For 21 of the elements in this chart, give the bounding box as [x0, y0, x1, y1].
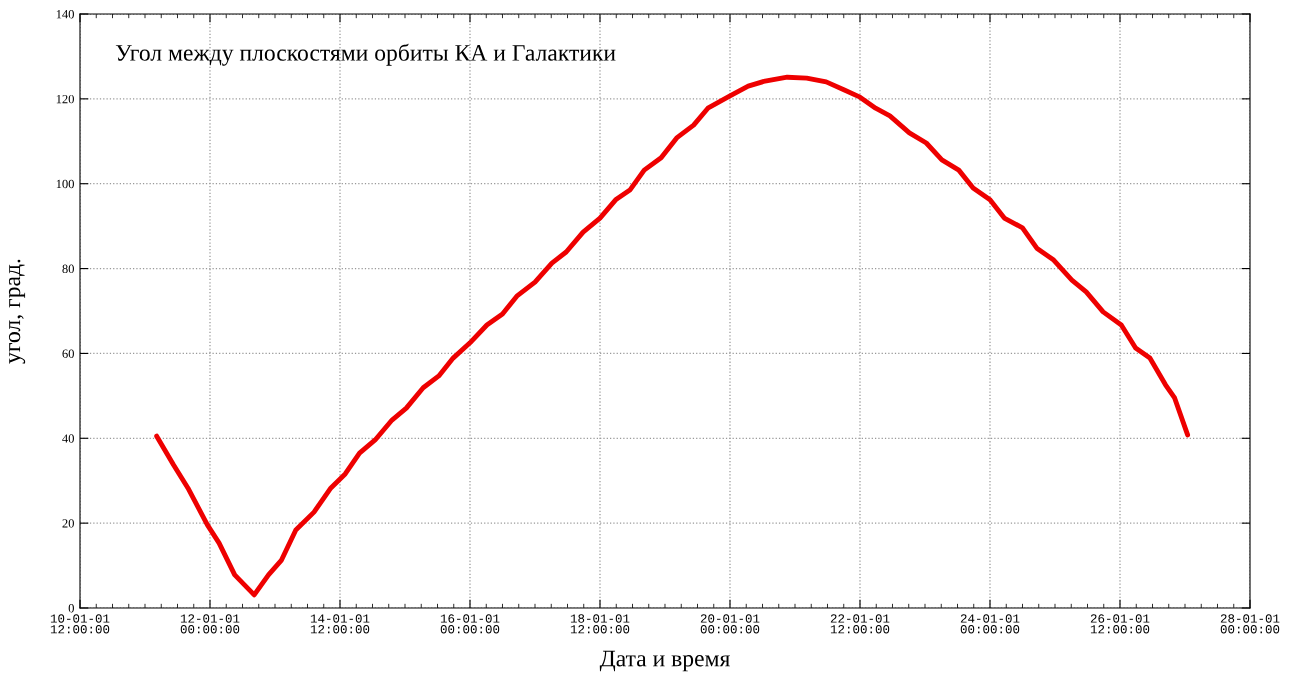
y-tick-label: 140: [56, 10, 74, 19]
y-tick-label: 60: [62, 349, 74, 358]
x-axis-title: Дата и время: [599, 650, 730, 672]
text: Угол между плоскостями орбиты КА и Галактики: [115, 43, 616, 66]
y-tick-label: 120: [56, 94, 74, 104]
y-tick-label: 100: [56, 179, 74, 189]
y-tick-label: 40: [62, 434, 74, 443]
x-tick-label: 18-01-01 12:00:00: [570, 614, 630, 634]
y-tick-label: 20: [62, 519, 74, 528]
y-tick-label: 80: [62, 264, 74, 274]
x-tick-label: 28-01-01 00:00:00: [1220, 614, 1280, 634]
x-tick-label: 14-01-01 12:00:00: [310, 614, 370, 634]
y-tick-label: 0: [68, 604, 74, 613]
y-axis-title: угол, град.: [8, 259, 26, 364]
x-tick-label: 26-01-01 12:00:00: [1090, 614, 1150, 634]
x-tick-label: 20-01-01 00:00:00: [700, 614, 760, 634]
x-tick-label: 12-01-01 00:00:00: [180, 614, 240, 634]
x-tick-label: 16-01-01 00:00:00: [440, 614, 500, 634]
x-tick-label: 10-01-01 12:00:00: [50, 614, 110, 634]
x-tick-label: 24-01-01 00:00:00: [960, 614, 1020, 634]
x-tick-label: 22-01-01 12:00:00: [830, 614, 890, 634]
